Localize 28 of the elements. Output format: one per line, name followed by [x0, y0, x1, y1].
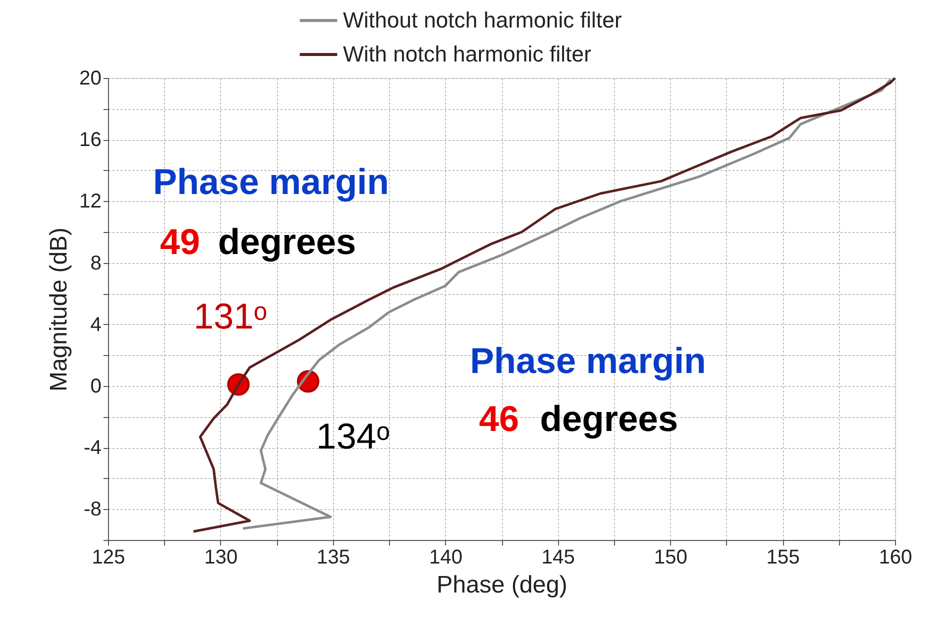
annotation: degrees [218, 221, 356, 262]
x-tick-label: 125 [92, 546, 126, 568]
annotation: 134ᵒ [316, 415, 390, 456]
annotation: 131ᵒ [194, 295, 268, 336]
y-axis-title: Magnitude (dB) [45, 227, 72, 392]
y-tick-label: -4 [84, 437, 102, 460]
y-tick-label: 0 [90, 376, 102, 398]
annotation: 49 [160, 221, 200, 262]
y-tick-label: 20 [79, 68, 102, 90]
x-tick-label: 135 [316, 546, 350, 568]
annotation: 46 [479, 398, 520, 439]
x-tick-label: 140 [429, 546, 462, 568]
annotation: degrees [540, 398, 678, 439]
x-tick-label: 130 [204, 546, 238, 568]
y-tick-label: 16 [79, 129, 102, 152]
annotation: Phase margin [152, 161, 390, 202]
x-tick-label: 160 [878, 546, 912, 568]
x-tick-label: 150 [654, 546, 688, 568]
annotation: Phase margin [470, 340, 706, 381]
x-tick-label: 145 [542, 546, 575, 568]
legend-label: With notch harmonic filter [343, 42, 592, 66]
y-tick-label: -8 [84, 498, 102, 521]
x-axis-title: Phase (deg) [436, 572, 568, 598]
legend-label: Without notch harmonic filter [343, 8, 622, 32]
y-tick-label: 8 [90, 252, 102, 274]
y-tick-label: 4 [90, 314, 102, 336]
x-tick-label: 155 [766, 546, 800, 568]
y-tick-label: 12 [79, 190, 102, 213]
